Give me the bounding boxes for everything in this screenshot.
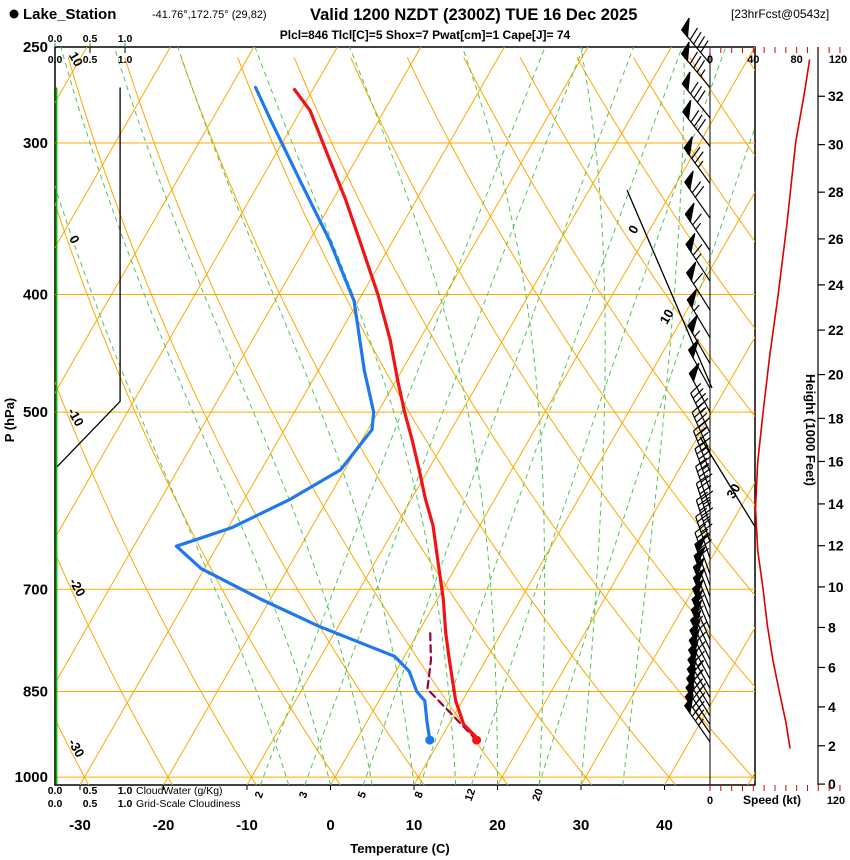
cloudwater-scale-label: 0.5 (83, 33, 98, 45)
speed-tick-label: 40 (747, 54, 759, 66)
cloudwater-scale-label: 1.0 (118, 33, 133, 45)
isotherm-label: 10 (657, 307, 677, 327)
temp-tick-label: 0 (326, 817, 334, 834)
temperature-axis-title: Temperature (C) (350, 841, 449, 856)
height-tick-label: 20 (828, 367, 844, 383)
height-tick-label: 18 (828, 410, 844, 426)
height-tick-label: 0 (828, 776, 836, 792)
pressure-tick-label: 850 (23, 684, 48, 701)
station-coords: -41.76°,172.75° (29,82) (152, 9, 267, 21)
temp-tick-label: 10 (406, 817, 423, 834)
cloudwater-scale-label: 0.0 (48, 785, 63, 797)
surface-temperature-dot (472, 735, 482, 745)
dry-adiabat-label: 10 (66, 49, 86, 69)
speed-profile-curve (754, 59, 811, 749)
plot-area (55, 47, 755, 785)
cloudwater-scale-label: 1.0 (118, 785, 133, 797)
cloudwater-label: CloudWater (g/Kg) (136, 785, 223, 797)
forecast-info: [23hrFcst@0543z] (731, 7, 829, 21)
cloudiness-scale-label: 1.0 (118, 54, 133, 66)
parcel-curve (426, 627, 478, 742)
temperature-curve (292, 87, 480, 741)
isotherm-label: 0 (625, 222, 642, 236)
height-tick-label: 14 (828, 496, 844, 512)
speed-tick-label: 80 (791, 54, 803, 66)
pressure-tick-label: 250 (23, 39, 48, 56)
speed-axis-title: Speed (kt) (743, 793, 801, 807)
pressure-tick-label: 700 (23, 581, 48, 598)
pressure-tick-label: 400 (23, 287, 48, 304)
pressure-axis-title: P (hPa) (2, 398, 17, 443)
height-tick-label: 8 (828, 619, 836, 635)
speed-tick-label: 0 (707, 54, 713, 66)
isotherm-label: 30 (723, 481, 743, 501)
speed-tick-label: 120 (827, 795, 845, 807)
mixing-ratio-label: 3 (297, 790, 310, 800)
pressure-tick-label: 1000 (15, 769, 48, 786)
isobar-lines (55, 142, 755, 778)
height-tick-label: 30 (828, 137, 844, 153)
height-tick-label: 12 (828, 538, 844, 554)
surface-dewpoint-dot (425, 735, 435, 745)
temp-tick-label: 20 (489, 817, 506, 834)
mixing-ratio-lines (259, 47, 755, 785)
temp-tick-label: -10 (236, 817, 258, 834)
dry-adiabat-label: 0 (66, 232, 83, 246)
height-tick-label: 16 (828, 453, 844, 469)
height-tick-label: 4 (828, 699, 836, 715)
speed-axis: 0 40 80 1200 120 (707, 47, 847, 807)
cloudiness-scale-label: 0.5 (83, 54, 98, 66)
dry-adiabat-label: -10 (65, 405, 87, 429)
cloudiness-label: Grid-Scale Cloudiness (136, 798, 240, 810)
height-tick-label: 10 (828, 579, 844, 595)
diagonal-guide-line (626, 189, 713, 389)
cloudiness-scale-label: 0.5 (83, 798, 98, 810)
mixing-ratio-label: 2 (253, 790, 266, 800)
cloudiness-scale-label: 1.0 (118, 798, 133, 810)
cloudwater-scale-label: 0.5 (83, 785, 98, 797)
cloudwater-scale-label: 0.0 (48, 33, 63, 45)
mixing-ratio-label: 12 (463, 787, 478, 803)
mixing-ratio-label: 8 (413, 790, 426, 800)
height-tick-label: 26 (828, 231, 844, 247)
moist-adiabat-lines (55, 47, 685, 785)
height-tick-label: 6 (828, 659, 836, 675)
cloudiness-scale-label: 0.0 (48, 798, 63, 810)
mixing-ratio-label: 20 (530, 787, 545, 803)
valid-time: Valid 1200 NZDT (2300Z) TUE 16 Dec 2025 (310, 6, 637, 24)
height-tick-label: 24 (828, 277, 844, 293)
height-tick-label: 32 (828, 88, 844, 104)
temp-tick-label: -30 (69, 817, 91, 834)
height-tick-label: 2 (828, 738, 836, 754)
speed-tick-label: 0 (707, 795, 713, 807)
height-tick-label: 28 (828, 184, 844, 200)
dewpoint-curve (174, 85, 432, 742)
cloudiness-profile (55, 87, 121, 784)
pressure-tick-label: 500 (23, 404, 48, 421)
sounding-params: Plcl=846 Tlcl[C]=5 Shox=7 Pwat[cm]=1 Cap… (280, 28, 571, 42)
speed-tick-label: 120 (829, 54, 847, 66)
dry-adiabat-label: -30 (65, 736, 87, 760)
station-bullet-icon (9, 9, 19, 19)
mixing-ratio-label: 5 (356, 790, 369, 800)
cloud-scales: 0.00.00.00.00.50.50.50.51.01.01.01.0 (48, 33, 133, 810)
wind-barbs (680, 17, 714, 743)
dry-adiabat-label: -20 (66, 575, 88, 599)
temp-tick-label: 30 (573, 817, 590, 834)
dry-adiabat-lines (55, 57, 755, 785)
station-name: Lake_Station (23, 6, 116, 23)
height-axis-title: Height (1000 Feet) (803, 374, 818, 486)
isotherm-lines (55, 47, 755, 785)
temp-tick-label: 40 (656, 817, 673, 834)
pressure-tick-label: 300 (23, 135, 48, 152)
cloudiness-scale-label: 0.0 (48, 54, 63, 66)
height-tick-label: 22 (828, 322, 844, 338)
temp-tick-label: -20 (153, 817, 175, 834)
